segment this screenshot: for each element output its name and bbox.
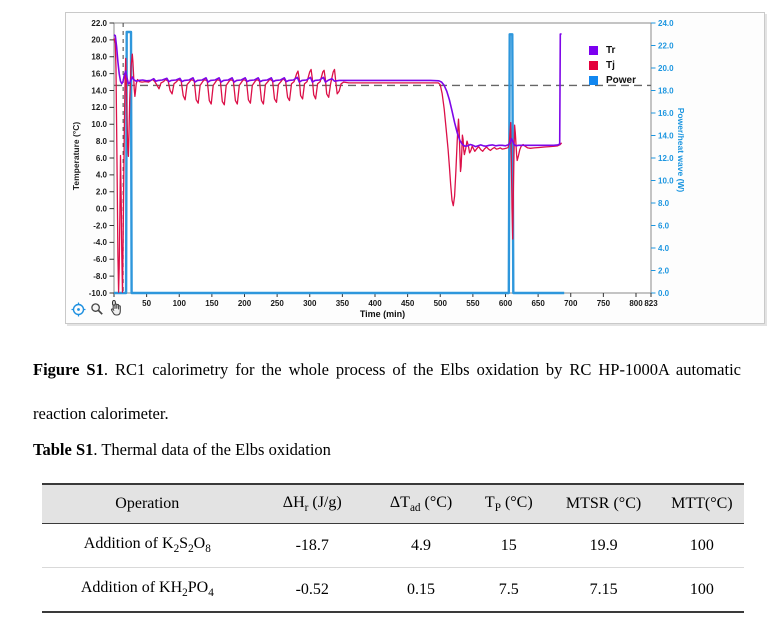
svg-text:6.0: 6.0: [96, 154, 108, 163]
svg-text:200: 200: [238, 299, 252, 308]
svg-text:16.0: 16.0: [91, 69, 107, 78]
legend-label-tr: Tr: [606, 45, 616, 56]
column-header-1: ΔHr (J/g): [252, 483, 372, 524]
svg-text:-4.0: -4.0: [93, 238, 107, 247]
value-cell: 15: [470, 523, 548, 568]
table-row: Addition of KH2PO4 -0.52 0.15 7.5 7.15 100: [42, 567, 744, 613]
value-cell: -18.7: [252, 523, 372, 568]
value-cell: 4.9: [371, 523, 471, 568]
svg-text:22.0: 22.0: [91, 19, 107, 28]
calorimetry-plot[interactable]: 22.0 20.0 18.0 16.0 14.0 12.0 10.0 8.0 6.0 4.0 2.0…: [66, 13, 764, 323]
svg-text:4.0: 4.0: [96, 171, 108, 180]
svg-text:24.0: 24.0: [658, 19, 674, 28]
svg-text:100: 100: [173, 299, 187, 308]
svg-text:6.0: 6.0: [658, 221, 670, 230]
x-axis-title: Time (min): [359, 309, 406, 319]
graph-tool-palette: [70, 301, 124, 317]
pan-hand-tool-icon[interactable]: [108, 301, 124, 317]
svg-text:22.0: 22.0: [658, 41, 674, 50]
legend-label-power: Power: [606, 75, 637, 86]
table-title-label: Table S1: [33, 440, 94, 459]
table-row: Addition of K2S2O8 -18.7 4.9 15 19.9 100: [42, 523, 744, 568]
svg-text:0.0: 0.0: [96, 204, 108, 213]
svg-text:0.0: 0.0: [658, 289, 670, 298]
plot-legend: Tr Tj Power: [589, 43, 636, 88]
svg-text:8.0: 8.0: [96, 137, 108, 146]
power-color-swatch: [589, 76, 598, 85]
tj-color-swatch: [589, 61, 598, 70]
svg-text:800: 800: [629, 299, 643, 308]
svg-text:400: 400: [368, 299, 382, 308]
chart-panel: 22.0 20.0 18.0 16.0 14.0 12.0 10.0 8.0 6.0 4.0 2.0…: [65, 12, 765, 324]
value-cell: 19.9: [547, 523, 660, 568]
left-axis-title: Temperature (°C): [71, 121, 81, 191]
svg-text:-6.0: -6.0: [93, 255, 107, 264]
value-cell: 100: [659, 567, 744, 613]
svg-text:-10.0: -10.0: [89, 289, 108, 298]
svg-text:550: 550: [466, 299, 480, 308]
svg-text:18.0: 18.0: [658, 86, 674, 95]
svg-text:600: 600: [499, 299, 513, 308]
column-header-3: TP (°C): [470, 483, 548, 524]
column-header-5: MTT(°C): [659, 483, 744, 524]
svg-text:10.0: 10.0: [658, 176, 674, 185]
zoom-cursor-tool-icon[interactable]: [70, 301, 86, 317]
value-cell: -0.52: [252, 567, 372, 613]
value-cell: 0.15: [371, 567, 471, 613]
figure-caption-text: . RC1 calorimetry for the whole process …: [33, 360, 741, 423]
table-title-text: . Thermal data of the Elbs oxidation: [93, 440, 331, 459]
legend-label-tj: Tj: [606, 60, 615, 71]
legend-item-power: Power: [589, 73, 636, 88]
value-cell: 7.5: [470, 567, 548, 613]
svg-text:20.0: 20.0: [658, 64, 674, 73]
magnifier-tool-icon[interactable]: [89, 301, 105, 317]
value-cell: 100: [659, 523, 744, 568]
figure-caption: Figure S1. RC1 calorimetry for the whole…: [33, 348, 741, 436]
svg-text:12.0: 12.0: [658, 154, 674, 163]
svg-text:8.0: 8.0: [658, 199, 670, 208]
svg-text:4.0: 4.0: [658, 244, 670, 253]
svg-text:50: 50: [142, 299, 151, 308]
svg-text:12.0: 12.0: [91, 103, 107, 112]
svg-text:-8.0: -8.0: [93, 272, 107, 281]
legend-item-tr: Tr: [589, 43, 636, 58]
svg-text:16.0: 16.0: [658, 109, 674, 118]
svg-text:10.0: 10.0: [91, 120, 107, 129]
column-header-0: Operation: [42, 483, 253, 524]
svg-text:2.0: 2.0: [96, 188, 108, 197]
right-axis-title: Power/heat wave (W): [676, 107, 686, 193]
figure-caption-label: Figure S1: [33, 360, 104, 379]
svg-text:750: 750: [597, 299, 611, 308]
legend-item-tj: Tj: [589, 58, 636, 73]
svg-text:700: 700: [564, 299, 578, 308]
operation-cell: Addition of KH2PO4: [42, 567, 253, 613]
svg-text:250: 250: [270, 299, 284, 308]
tr-color-swatch: [589, 46, 598, 55]
svg-text:450: 450: [401, 299, 415, 308]
column-header-4: MTSR (°C): [547, 483, 660, 524]
table-header-row: Operation ΔHr (J/g) ΔTad (°C) TP (°C) MTSR (…: [42, 483, 744, 524]
svg-text:2.0: 2.0: [658, 266, 670, 275]
value-cell: 7.15: [547, 567, 660, 613]
column-header-2: ΔTad (°C): [371, 483, 471, 524]
svg-text:823: 823: [644, 299, 658, 308]
thermal-data-table: Operation ΔHr (J/g) ΔTad (°C) TP (°C) MTSR (…: [42, 483, 744, 613]
svg-text:-2.0: -2.0: [93, 221, 107, 230]
svg-text:650: 650: [531, 299, 545, 308]
svg-text:350: 350: [336, 299, 350, 308]
svg-text:300: 300: [303, 299, 317, 308]
svg-text:14.0: 14.0: [658, 131, 674, 140]
svg-text:150: 150: [205, 299, 219, 308]
svg-text:14.0: 14.0: [91, 86, 107, 95]
table-body: Addition of K2S2O8 -18.7 4.9 15 19.9 100 Addit…: [42, 523, 744, 613]
svg-text:18.0: 18.0: [91, 53, 107, 62]
operation-cell: Addition of K2S2O8: [42, 523, 253, 568]
table-title: Table S1. Thermal data of the Elbs oxida…: [33, 440, 331, 460]
svg-text:20.0: 20.0: [91, 36, 107, 45]
svg-text:500: 500: [434, 299, 448, 308]
